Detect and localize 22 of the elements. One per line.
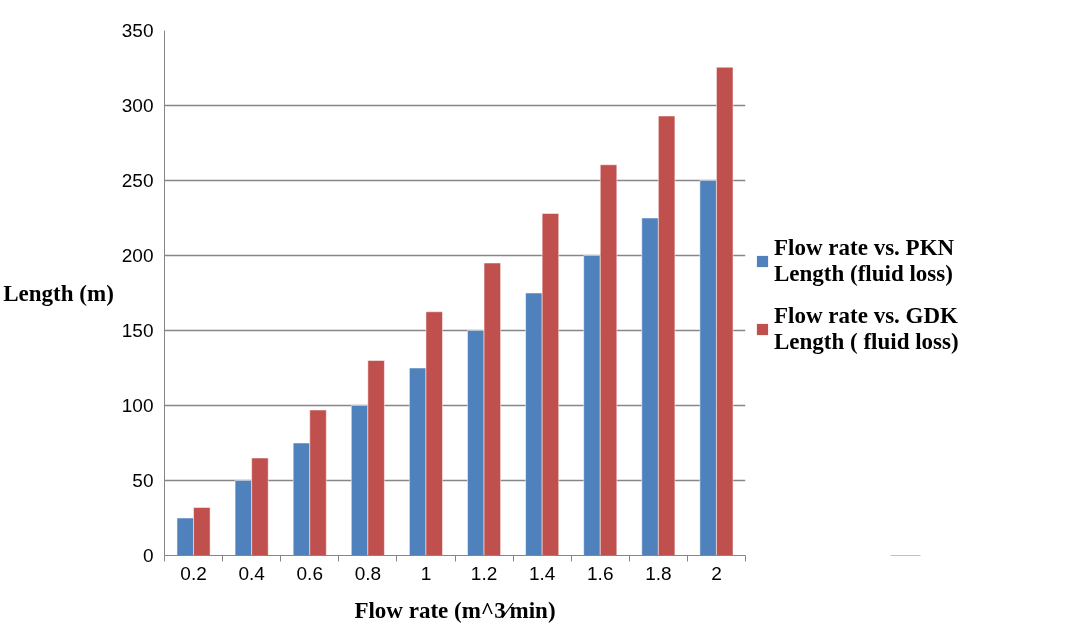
x-tick-label: 1.8 — [645, 562, 672, 584]
y-tick-label: 350 — [121, 20, 154, 41]
x-tick-label: 2 — [711, 562, 722, 584]
y-tick-label: 0 — [142, 545, 154, 566]
y-tick-label: 250 — [121, 170, 154, 191]
y-axis-title: Length (m) — [3, 280, 114, 306]
y-tick-label: 300 — [121, 95, 154, 116]
y-tick-label: 100 — [121, 395, 154, 416]
x-tick-label: 1.2 — [470, 562, 498, 584]
legend-label: Flow rate vs. PKN Length (fluid loss) — [774, 235, 955, 287]
x-tick-label: 0.4 — [238, 562, 266, 584]
x-tick-label: 0.8 — [354, 562, 382, 584]
x-tick-label: 1 — [420, 562, 432, 584]
y-tick-label: 200 — [121, 245, 154, 266]
x-axis-title: Flow rate (m^3⁄min) — [354, 597, 556, 623]
x-tick-label: 1.4 — [528, 562, 556, 584]
y-tick-label: 150 — [121, 320, 154, 341]
x-tick-label: 1.6 — [587, 562, 614, 584]
legend-label: Flow rate vs. GDK Length ( fluid loss) — [774, 303, 959, 355]
y-tick-label: 50 — [132, 470, 154, 491]
x-tick-label: 0.6 — [296, 562, 323, 584]
x-tick-label: 0.2 — [180, 562, 207, 584]
